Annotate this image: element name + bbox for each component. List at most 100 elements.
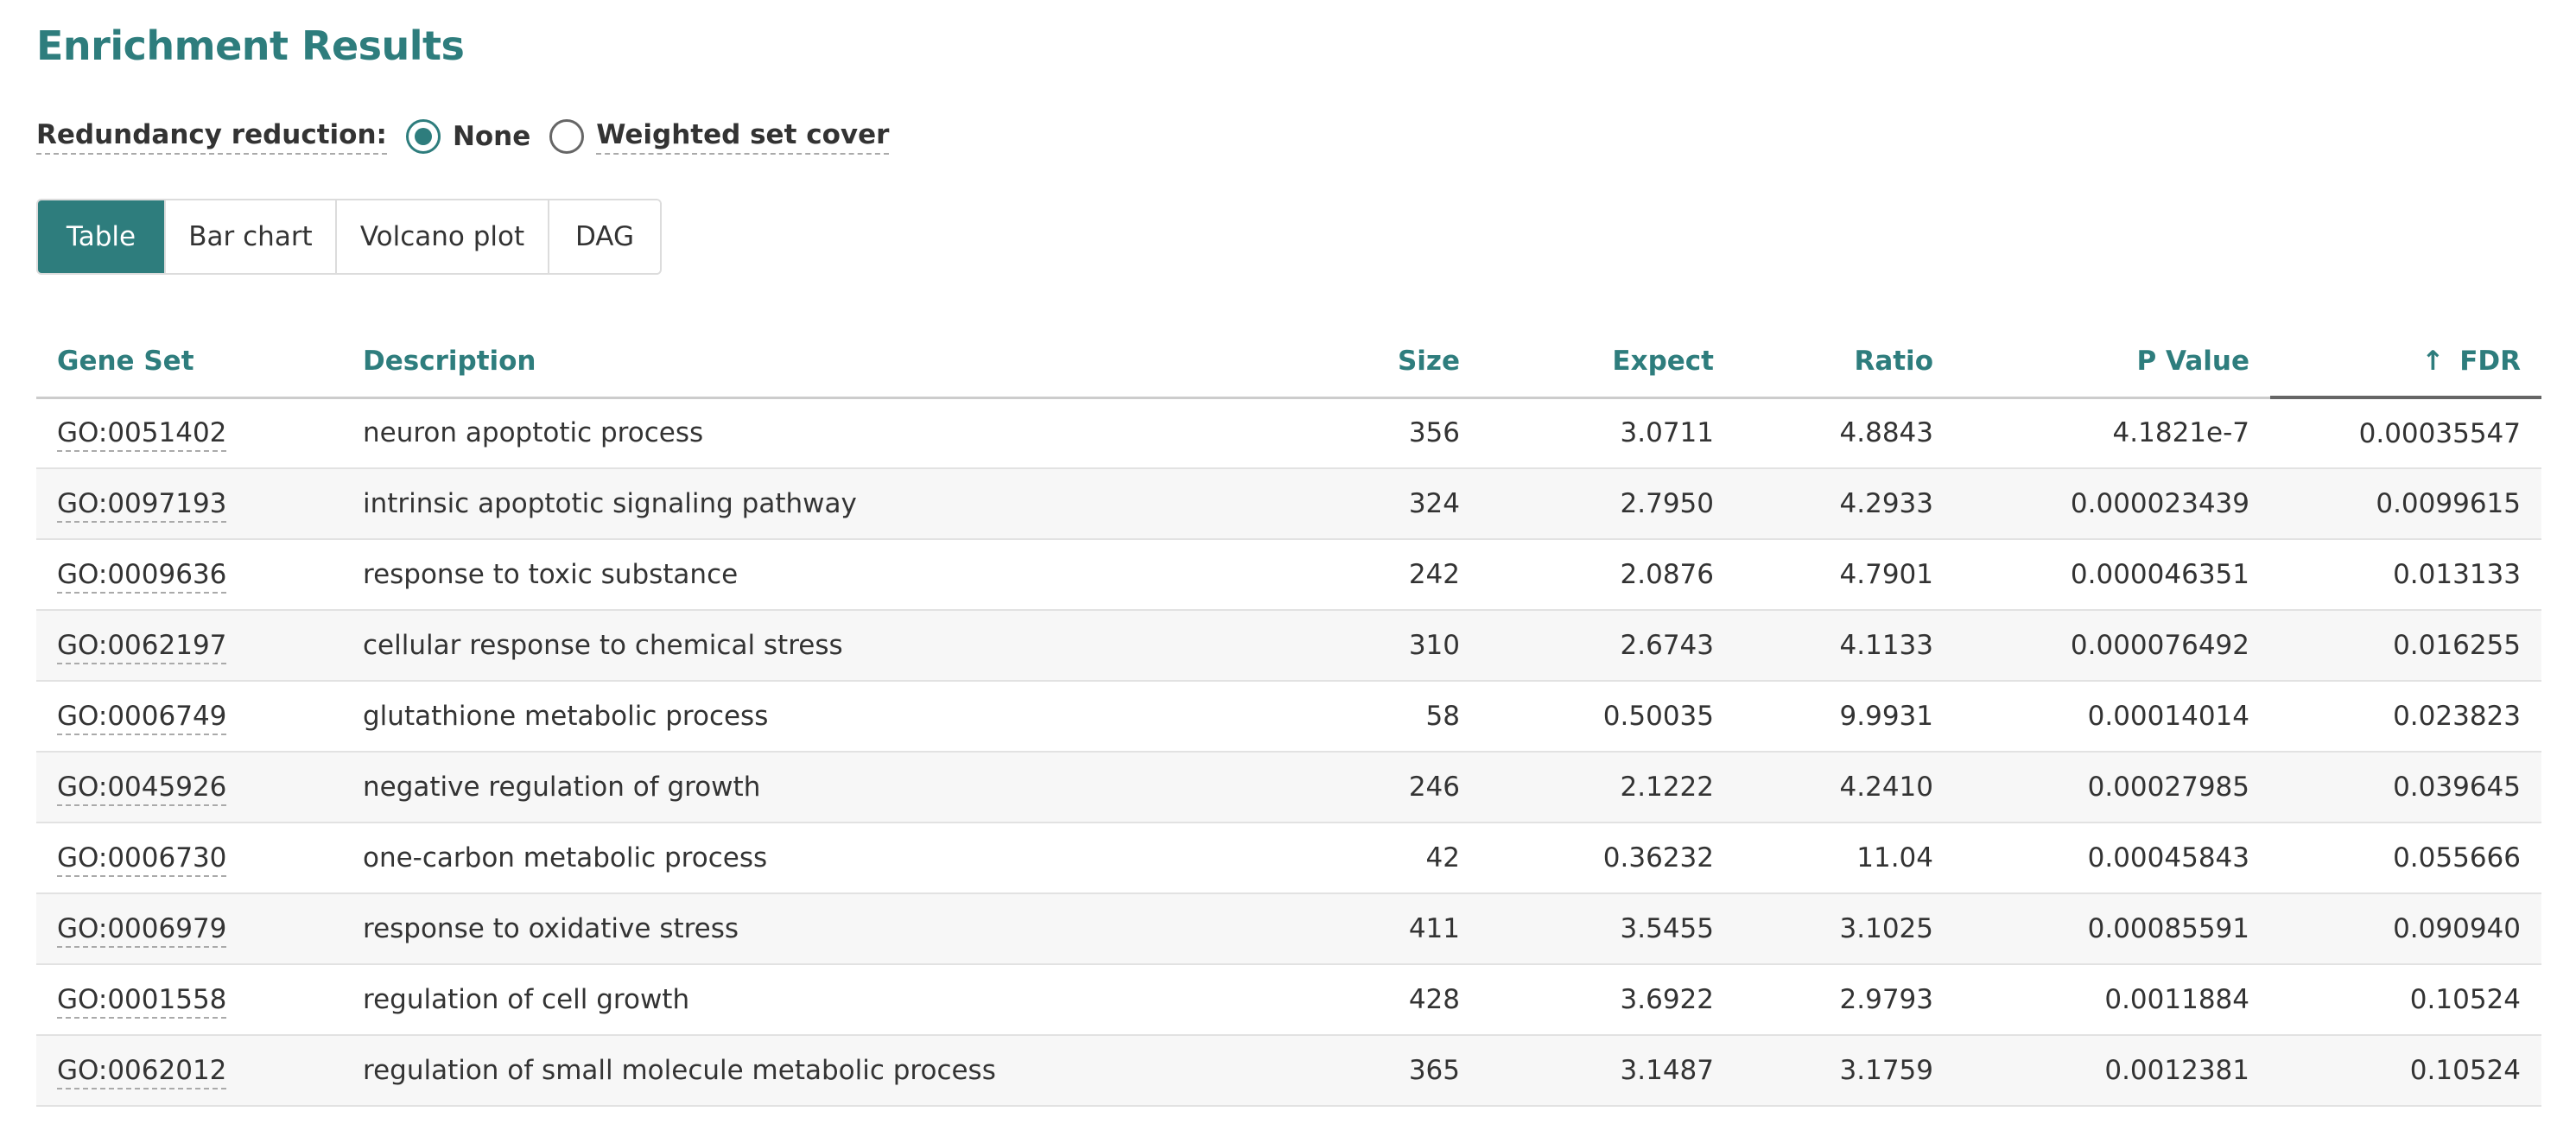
- enrichment-table: Gene Set Description Size Expect Ratio P…: [36, 327, 2541, 1107]
- fdr-cell: 0.013133: [2270, 539, 2541, 611]
- ratio-cell: 4.8843: [1735, 397, 1954, 469]
- table-row: GO:0006730 one-carbon metabolic process 42…: [36, 823, 2541, 894]
- radio-none-icon[interactable]: [405, 119, 441, 154]
- fdr-header-label: FDR: [2459, 346, 2521, 377]
- expect-cell: 2.1222: [1481, 752, 1735, 823]
- size-cell: 356: [1340, 397, 1481, 469]
- fdr-cell: 0.10524: [2270, 964, 2541, 1036]
- fdr-cell: 0.00035547: [2270, 397, 2541, 469]
- gene-set-cell[interactable]: GO:0062012: [36, 1035, 342, 1107]
- tab-dag[interactable]: DAG: [548, 200, 660, 273]
- size-cell: 324: [1340, 468, 1481, 540]
- size-cell: 42: [1340, 823, 1481, 894]
- expect-cell: 3.6922: [1481, 964, 1735, 1036]
- column-header-fdr[interactable]: ↑ FDR: [2270, 327, 2541, 399]
- gene-set-link[interactable]: GO:0062197: [57, 630, 227, 664]
- size-cell: 428: [1340, 964, 1481, 1036]
- gene-set-link[interactable]: GO:0006749: [57, 701, 227, 735]
- redundancy-label: Redundancy reduction:: [36, 119, 387, 155]
- radio-weighted-set-cover-label: Weighted set cover: [596, 119, 890, 155]
- gene-set-link[interactable]: GO:0062012: [57, 1055, 227, 1089]
- table-row: GO:0006979 response to oxidative stress 41…: [36, 893, 2541, 965]
- expect-cell: 2.0876: [1481, 539, 1735, 611]
- p-value-cell: 0.00045843: [1954, 823, 2270, 894]
- page-title: Enrichment Results: [36, 22, 465, 69]
- gene-set-cell[interactable]: GO:0001558: [36, 964, 342, 1036]
- fdr-cell: 0.090940: [2270, 893, 2541, 965]
- gene-set-link[interactable]: GO:0006730: [57, 842, 227, 877]
- column-header-ratio[interactable]: Ratio: [1735, 327, 1954, 399]
- expect-cell: 0.36232: [1481, 823, 1735, 894]
- description-cell: glutathione metabolic process: [342, 681, 1340, 753]
- radio-option-weighted-set-cover[interactable]: Weighted set cover: [549, 119, 890, 155]
- gene-set-cell[interactable]: GO:0097193: [36, 468, 342, 540]
- gene-set-cell[interactable]: GO:0006749: [36, 681, 342, 753]
- view-tabs: Table Bar chart Volcano plot DAG: [36, 199, 662, 275]
- gene-set-link[interactable]: GO:0051402: [57, 417, 227, 453]
- fdr-cell: 0.016255: [2270, 610, 2541, 682]
- ratio-cell: 9.9931: [1735, 681, 1954, 753]
- gene-set-cell[interactable]: GO:0045926: [36, 752, 342, 823]
- table-row: GO:0062197 cellular response to chemical …: [36, 610, 2541, 682]
- size-cell: 411: [1340, 893, 1481, 965]
- expect-cell: 3.5455: [1481, 893, 1735, 965]
- table-body: GO:0051402 neuron apoptotic process 356 3.0…: [36, 397, 2541, 1107]
- p-value-cell: 0.000046351: [1954, 539, 2270, 611]
- gene-set-link[interactable]: GO:0009636: [57, 559, 227, 594]
- table-row: GO:0062012 regulation of small molecule m…: [36, 1035, 2541, 1107]
- p-value-cell: 4.1821e-7: [1954, 397, 2270, 469]
- fdr-cell: 0.023823: [2270, 681, 2541, 753]
- ratio-cell: 4.1133: [1735, 610, 1954, 682]
- description-cell: one-carbon metabolic process: [342, 823, 1340, 894]
- column-header-description[interactable]: Description: [342, 327, 1340, 399]
- size-cell: 310: [1340, 610, 1481, 682]
- gene-set-cell[interactable]: GO:0006979: [36, 893, 342, 965]
- column-header-expect[interactable]: Expect: [1481, 327, 1735, 399]
- column-header-size[interactable]: Size: [1340, 327, 1481, 399]
- column-header-gene-set[interactable]: Gene Set: [36, 327, 342, 399]
- size-cell: 246: [1340, 752, 1481, 823]
- gene-set-link[interactable]: GO:0045926: [57, 772, 227, 806]
- p-value-cell: 0.00014014: [1954, 681, 2270, 753]
- description-cell: negative regulation of growth: [342, 752, 1340, 823]
- redundancy-reduction-control: Redundancy reduction: None Weighted set …: [36, 112, 890, 161]
- gene-set-cell[interactable]: GO:0006730: [36, 823, 342, 894]
- gene-set-link[interactable]: GO:0001558: [57, 984, 227, 1019]
- description-cell: neuron apoptotic process: [342, 397, 1340, 469]
- table-row: GO:0045926 negative regulation of growth 2…: [36, 752, 2541, 823]
- p-value-cell: 0.0011884: [1954, 964, 2270, 1036]
- radio-weighted-set-cover-icon[interactable]: [549, 119, 585, 154]
- fdr-cell: 0.10524: [2270, 1035, 2541, 1107]
- p-value-cell: 0.00085591: [1954, 893, 2270, 965]
- ratio-cell: 4.2933: [1735, 468, 1954, 540]
- table-row: GO:0097193 intrinsic apoptotic signaling …: [36, 468, 2541, 540]
- ratio-cell: 4.2410: [1735, 752, 1954, 823]
- radio-none-label: None: [452, 121, 531, 152]
- ratio-cell: 11.04: [1735, 823, 1954, 894]
- tab-bar-chart[interactable]: Bar chart: [164, 200, 335, 273]
- tab-volcano-plot[interactable]: Volcano plot: [335, 200, 548, 273]
- expect-cell: 2.6743: [1481, 610, 1735, 682]
- table-row: GO:0006749 glutathione metabolic process 5…: [36, 681, 2541, 753]
- size-cell: 58: [1340, 681, 1481, 753]
- gene-set-link[interactable]: GO:0097193: [57, 488, 227, 523]
- table-row: GO:0051402 neuron apoptotic process 356 3.0…: [36, 397, 2541, 469]
- fdr-cell: 0.0099615: [2270, 468, 2541, 540]
- ratio-cell: 4.7901: [1735, 539, 1954, 611]
- column-header-p-value[interactable]: P Value: [1954, 327, 2270, 399]
- tab-table[interactable]: Table: [38, 200, 164, 273]
- ratio-cell: 3.1759: [1735, 1035, 1954, 1107]
- gene-set-cell[interactable]: GO:0009636: [36, 539, 342, 611]
- p-value-cell: 0.000023439: [1954, 468, 2270, 540]
- gene-set-cell[interactable]: GO:0051402: [36, 397, 342, 469]
- description-cell: intrinsic apoptotic signaling pathway: [342, 468, 1340, 540]
- description-cell: response to toxic substance: [342, 539, 1340, 611]
- table-row: GO:0001558 regulation of cell growth 428 3.…: [36, 964, 2541, 1036]
- gene-set-cell[interactable]: GO:0062197: [36, 610, 342, 682]
- ratio-cell: 2.9793: [1735, 964, 1954, 1036]
- expect-cell: 3.0711: [1481, 397, 1735, 469]
- size-cell: 242: [1340, 539, 1481, 611]
- gene-set-link[interactable]: GO:0006979: [57, 913, 227, 948]
- expect-cell: 2.7950: [1481, 468, 1735, 540]
- radio-option-none[interactable]: None: [405, 119, 531, 154]
